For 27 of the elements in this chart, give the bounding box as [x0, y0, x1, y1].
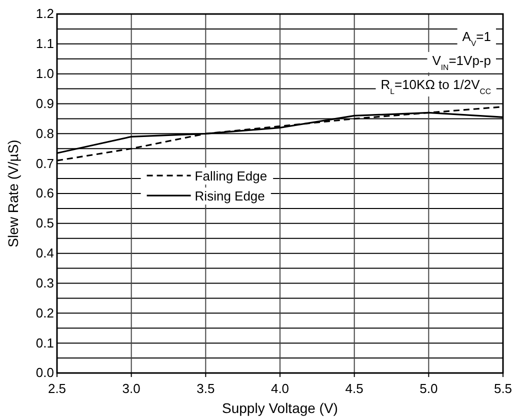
- x-tick-label: 3.5: [196, 381, 215, 396]
- y-tick-label: 0.0: [36, 365, 54, 380]
- y-tick-label: 0.4: [36, 245, 54, 260]
- y-tick-label: 0.7: [36, 156, 54, 171]
- legend-label: Falling Edge: [194, 168, 268, 184]
- x-tick-label: 3.0: [122, 381, 140, 396]
- x-tick-label: 4.0: [270, 381, 290, 396]
- y-tick-label: 0.3: [36, 275, 54, 290]
- y-tick-label: 0.2: [36, 305, 54, 320]
- x-tick-label: 5.5: [494, 381, 512, 396]
- x-axis-title: Supply Voltage (V): [222, 400, 338, 416]
- annotation: V$_{IN}$=1Vp-p: [432, 53, 491, 72]
- y-tick-label: 1.0: [36, 66, 54, 81]
- x-tick-label: 4.5: [345, 381, 364, 396]
- x-tick-label: 5.0: [420, 381, 438, 396]
- y-tick-label: 0.9: [36, 96, 54, 111]
- annotation: R$_{L}$=10KΩ to 1/2V$_{CC}$: [380, 77, 492, 96]
- x-tick-label: 2.5: [48, 381, 66, 396]
- y-tick-label: 0.6: [36, 186, 54, 201]
- y-tick-label: 0.5: [36, 216, 54, 231]
- annotation: A$_{V}$=1: [462, 29, 491, 48]
- legend-label: Rising Edge: [194, 188, 265, 204]
- y-axis-title: Slew Rate (V/µS): [5, 140, 21, 248]
- y-tick-label: 1.2: [36, 6, 54, 22]
- y-tick-label: 0.8: [36, 126, 54, 141]
- y-tick-label: 0.1: [36, 335, 54, 350]
- y-tick-label: 1.1: [36, 36, 54, 52]
